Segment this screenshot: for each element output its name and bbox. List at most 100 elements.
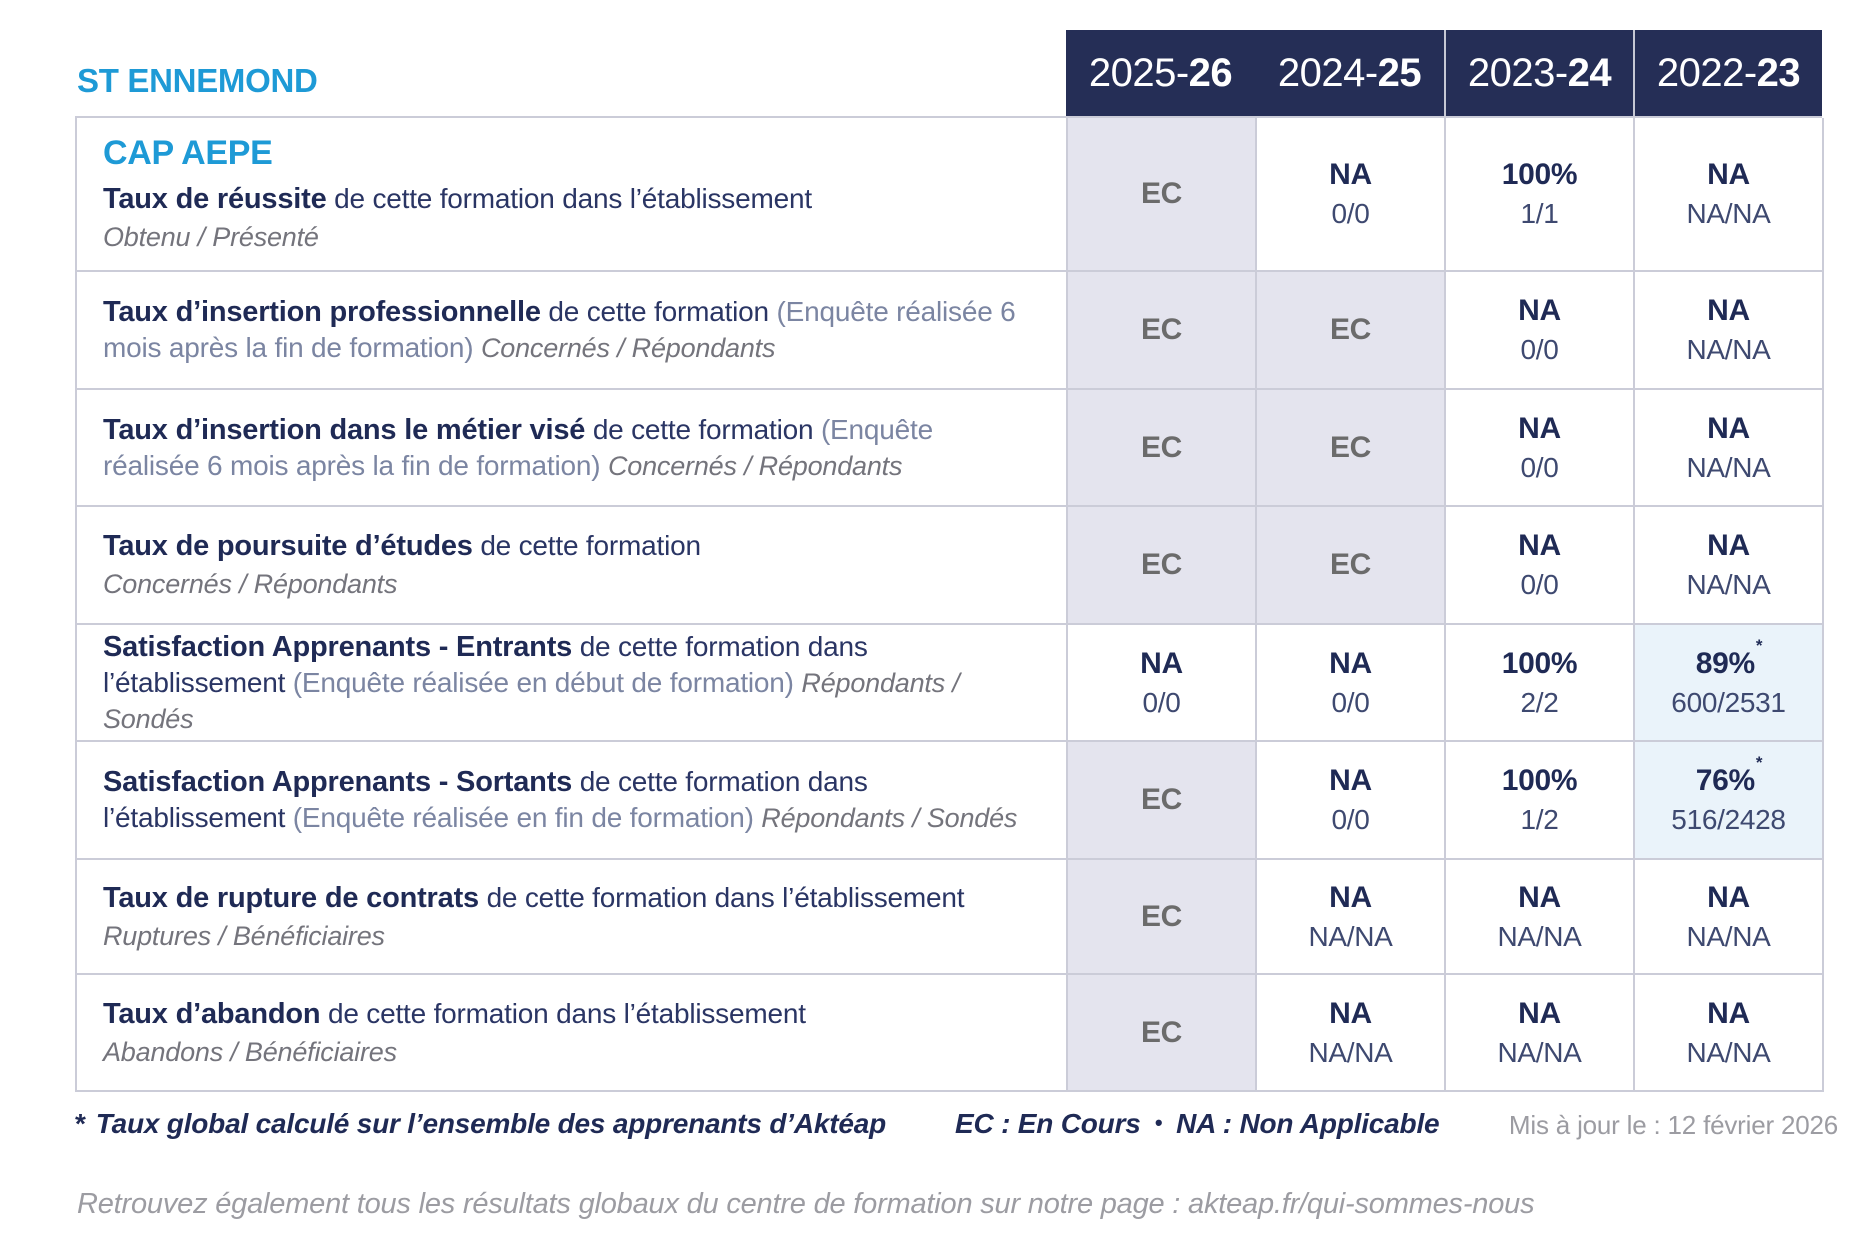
metric-description: de cette formation dans l’établissement — [334, 182, 812, 214]
metric-name: Taux d’abandon — [103, 997, 321, 1030]
metric-ratio-caption: Concernés / Répondants — [481, 333, 776, 364]
metric-survey-note: (Enquête réalisée en début de formation) — [292, 666, 794, 698]
year-column-2022-23: 2022- 23 — [1633, 30, 1822, 116]
metric-name: Taux d’insertion dans le métier visé — [103, 413, 586, 446]
result-value: EC — [1140, 177, 1183, 210]
results-table: CAP AEPE Taux de réussite de cette forma… — [75, 116, 1824, 1092]
metric-text: Taux d’abandon de cette formation dans l… — [103, 996, 1028, 1070]
result-value: EC — [1140, 430, 1183, 464]
year-bold: 23 — [1756, 50, 1801, 95]
metric-name: Taux d’insertion professionnelle — [103, 296, 541, 328]
result-fraction: 1/1 — [1520, 198, 1559, 229]
result-fraction: NA/NA — [1686, 1036, 1771, 1068]
result-fraction: 0/0 — [1520, 334, 1559, 365]
result-cell: EC — [1257, 390, 1446, 507]
result-fraction: NA/NA — [1686, 920, 1771, 952]
metric-label-taux-de-reussite: CAP AEPE Taux de réussite de cette forma… — [77, 118, 1068, 272]
result-cell: EC — [1257, 507, 1446, 625]
metric-label-satisfaction-entrants: Satisfaction Apprenants - Entrants de ce… — [77, 625, 1068, 742]
result-fraction: 0/0 — [1520, 569, 1559, 600]
metric-survey-note: (Enquête réalisée 6 mois après la fin de… — [103, 296, 1016, 364]
result-value: NA — [1707, 996, 1750, 1030]
result-value: NA — [1707, 529, 1750, 562]
metric-description: de cette formation dans l’établissement — [486, 881, 965, 913]
result-cell: EC — [1068, 118, 1257, 272]
result-fraction: NA/NA — [1686, 198, 1771, 229]
metric-label-abandon: Taux d’abandon de cette formation dans l… — [77, 975, 1068, 1092]
footer-bar: * Taux global calculé sur l’ensemble des … — [75, 1108, 1838, 1148]
result-fraction: NA/NA — [1686, 569, 1771, 600]
global-results-note: Retrouvez également tous les résultats g… — [77, 1188, 1535, 1220]
metric-ratio-caption: Répondants / Sondés — [103, 667, 960, 734]
metric-ratio-caption: Obtenu / Présenté — [103, 221, 319, 252]
metric-text: Taux de poursuite d’études de cette form… — [103, 528, 1028, 602]
result-value: 76%* — [1695, 753, 1763, 797]
result-fraction: 0/0 — [1142, 686, 1181, 718]
result-cell: NA 0/0 — [1068, 625, 1257, 742]
result-cell: NA NA/NA — [1635, 975, 1824, 1092]
result-cell: NA NA/NA — [1257, 860, 1446, 975]
result-fraction: NA/NA — [1686, 451, 1771, 483]
result-fraction: 0/0 — [1331, 686, 1370, 718]
result-value: NA — [1329, 646, 1372, 680]
metric-label-insertion-professionnelle: Taux d’insertion professionnelle de cett… — [77, 272, 1068, 390]
result-value: NA — [1518, 996, 1561, 1030]
year-column-2025-26: 2025- 26 — [1066, 30, 1255, 116]
result-cell: NA 0/0 — [1257, 742, 1446, 860]
result-cell: EC — [1068, 507, 1257, 625]
metric-ratio-caption: Abandons / Bénéficiaires — [103, 1036, 397, 1067]
result-fraction: NA/NA — [1308, 1036, 1393, 1068]
result-value: 100% — [1501, 158, 1578, 191]
metric-description: de cette formation dans l’établissement — [327, 997, 806, 1029]
course-title: CAP AEPE — [103, 133, 273, 172]
result-fraction: NA/NA — [1497, 1036, 1582, 1068]
metric-label-rupture-contrats: Taux de rupture de contrats de cette for… — [77, 860, 1068, 975]
metric-name: Taux de poursuite d’études — [103, 530, 473, 562]
result-value: EC — [1140, 548, 1183, 581]
result-fraction: NA/NA — [1686, 334, 1771, 365]
metric-description: de cette formation — [480, 530, 701, 561]
result-value: NA — [1707, 411, 1750, 445]
result-cell: NA NA/NA — [1635, 390, 1824, 507]
result-value: NA — [1140, 646, 1183, 680]
footnote-asterisk: * — [1755, 753, 1763, 772]
metric-text: Taux de réussite de cette formation dans… — [103, 181, 1028, 255]
metric-survey-note: (Enquête réalisée en fin de formation) — [292, 802, 754, 834]
metric-text: Satisfaction Apprenants - Entrants de ce… — [103, 629, 1028, 737]
result-cell: EC — [1068, 860, 1257, 975]
result-cell: NA NA/NA — [1635, 507, 1824, 625]
result-cell: NA NA/NA — [1635, 118, 1824, 272]
result-fraction: NA/NA — [1308, 920, 1393, 952]
metric-label-poursuite-etudes: Taux de poursuite d’études de cette form… — [77, 507, 1068, 625]
metric-ratio-caption: Ruptures / Bénéficiaires — [103, 920, 385, 951]
metric-text: Taux d’insertion dans le métier visé de … — [103, 412, 1028, 484]
result-value: EC — [1140, 899, 1183, 933]
year-bold: 25 — [1377, 50, 1422, 95]
result-cell: NA 0/0 — [1446, 272, 1635, 390]
metric-description: de cette formation dans l’établissement — [103, 766, 868, 834]
year-column-2024-25: 2024- 25 — [1255, 30, 1444, 116]
result-value: NA — [1329, 764, 1372, 797]
bullet-icon: • — [1154, 1110, 1163, 1135]
year-prefix: 2023- — [1467, 50, 1568, 95]
year-column-2023-24: 2023- 24 — [1444, 30, 1633, 116]
result-cell: EC — [1068, 272, 1257, 390]
metric-description: de cette formation — [592, 413, 814, 445]
metric-name: Satisfaction Apprenants - Sortants — [103, 766, 573, 798]
metric-survey-note: (Enquête réalisée 6 mois après la fin de… — [103, 413, 933, 481]
year-header-row: 2025- 26 2024- 25 2023- 24 2022- 23 — [1066, 30, 1822, 116]
result-cell: NA NA/NA — [1446, 975, 1635, 1092]
asterisk-icon: * — [75, 1108, 86, 1139]
legend-ec: EC : En Cours — [955, 1108, 1141, 1139]
result-fraction: 600/2531 — [1671, 686, 1786, 718]
result-fraction: 0/0 — [1331, 804, 1370, 835]
result-value: NA — [1518, 411, 1561, 445]
metric-ratio-caption: Répondants / Sondés — [761, 803, 1018, 834]
metric-name: Taux de réussite — [103, 182, 327, 215]
result-cell: NA 0/0 — [1446, 507, 1635, 625]
result-cell: NA 0/0 — [1257, 118, 1446, 272]
result-value: NA — [1518, 529, 1561, 562]
metric-name: Satisfaction Apprenants - Entrants — [103, 630, 573, 663]
abbreviation-legend: EC : En Cours • NA : Non Applicable — [955, 1108, 1440, 1140]
result-cell: NA NA/NA — [1257, 975, 1446, 1092]
